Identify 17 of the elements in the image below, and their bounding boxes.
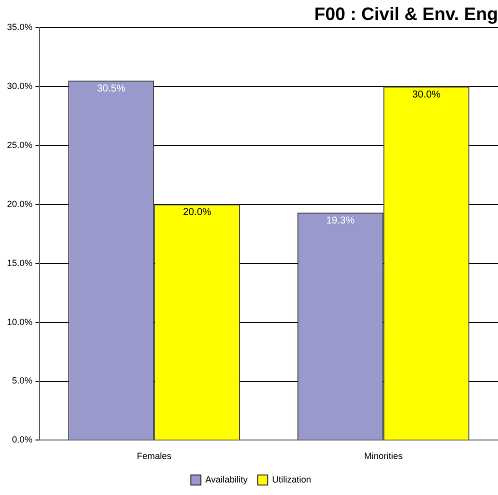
- legend-label: Availability: [205, 474, 248, 484]
- text: 30.0%: [412, 89, 441, 100]
- text: 20.0%: [182, 207, 212, 218]
- y-tick-label: 30.0%: [6, 81, 33, 92]
- text: 19.3%: [326, 215, 355, 226]
- x-tick-label: Females: [136, 451, 172, 462]
- y-tick-label: 5.0%: [12, 376, 33, 386]
- y-tick-label: 25.0%: [6, 140, 33, 150]
- y-tick-label: 35.0%: [6, 22, 33, 32]
- text: 30.5%: [96, 83, 126, 94]
- y-tick-label: 10.0%: [6, 316, 33, 327]
- legend-label: Utilization: [272, 474, 312, 484]
- chart-title: F00 : Civil & Env. Eng: [314, 4, 498, 24]
- y-tick-label: 20.0%: [6, 198, 33, 209]
- y-tick-label: 0.0%: [12, 434, 33, 445]
- x-tick-label: Minorities: [364, 451, 404, 462]
- y-tick-label: 15.0%: [6, 258, 33, 268]
